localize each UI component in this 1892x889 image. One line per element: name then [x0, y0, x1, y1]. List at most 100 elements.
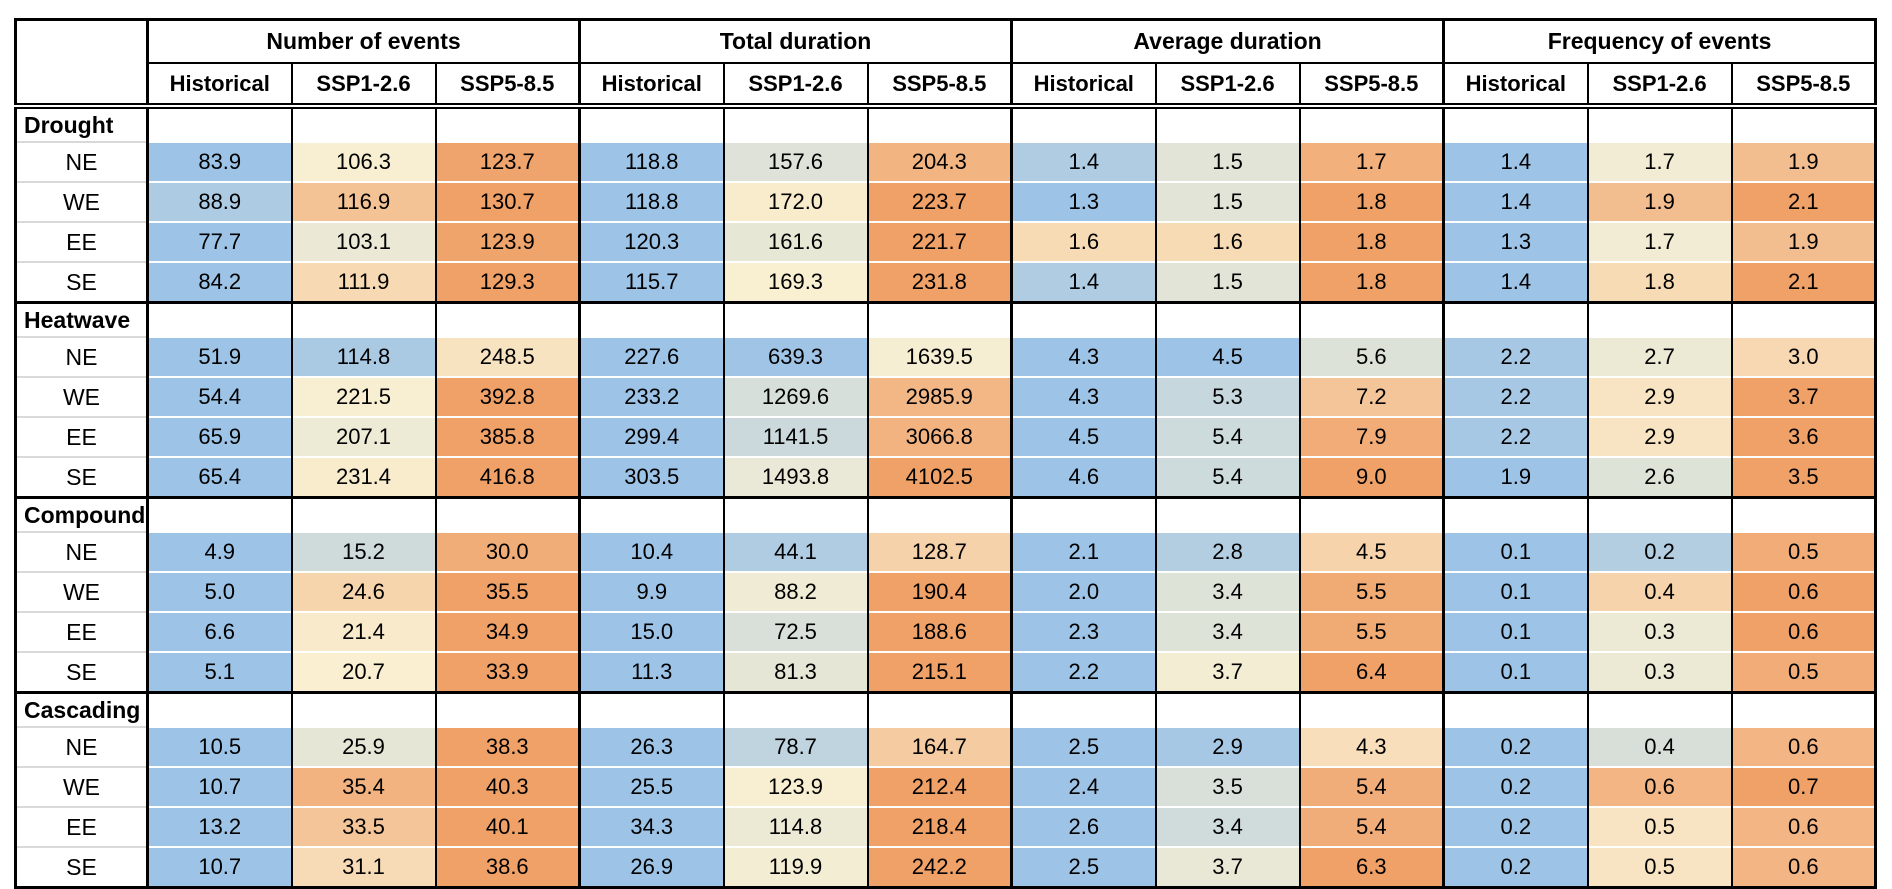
value-cell: 123.7 [434, 141, 580, 182]
value-cell: 6.3 [1298, 846, 1444, 888]
value-cell: 2.6 [1010, 806, 1156, 847]
data-row: NE 4.9 15.2 30.0 10.4 44.1 128.7 2.1 2.8 4.5 0.1 0.… [15, 531, 1876, 572]
section-empty-cell [578, 104, 724, 142]
value-cell: 0.6 [1586, 766, 1732, 807]
section-empty-cell [290, 104, 436, 142]
section-empty-cell [146, 691, 292, 727]
value-cell: 299.4 [578, 416, 724, 457]
value-cell: 3.4 [1154, 571, 1300, 612]
value-cell: 3.5 [1154, 766, 1300, 807]
value-cell: 1.3 [1442, 221, 1588, 262]
section-empty-cell [1586, 104, 1732, 142]
value-cell: 65.4 [146, 456, 292, 498]
section-empty-cell [290, 301, 436, 337]
region-label: SE [15, 456, 149, 498]
value-cell: 13.2 [146, 806, 292, 847]
section-empty-cell [722, 104, 868, 142]
section-empty-cell [1442, 496, 1588, 532]
value-cell: 6.6 [146, 611, 292, 652]
value-cell: 207.1 [290, 416, 436, 457]
region-label: EE [15, 221, 149, 262]
value-cell: 54.4 [146, 376, 292, 417]
region-label: NE [15, 141, 149, 182]
value-cell: 242.2 [866, 846, 1012, 888]
header-row-scenarios: Historical SSP1-2.6 SSP5-8.5 Historical SSP1… [16, 63, 1876, 109]
value-cell: 169.3 [722, 261, 868, 303]
value-cell: 2.9 [1586, 416, 1732, 457]
section-empty-cell [1154, 104, 1300, 142]
section-empty-cell [1298, 691, 1444, 727]
value-cell: 116.9 [290, 181, 436, 222]
scenario-header: SSP5-8.5 [866, 63, 1012, 109]
value-cell: 4102.5 [866, 456, 1012, 498]
value-cell: 3.7 [1730, 376, 1876, 417]
value-cell: 303.5 [578, 456, 724, 498]
value-cell: 5.4 [1154, 456, 1300, 498]
value-cell: 24.6 [290, 571, 436, 612]
region-label: NE [15, 531, 149, 572]
value-cell: 115.7 [578, 261, 724, 303]
value-cell: 2.5 [1010, 846, 1156, 888]
section-empty-cell [578, 496, 724, 532]
section-empty-cell [1586, 301, 1732, 337]
value-cell: 3.4 [1154, 611, 1300, 652]
table-header: Number of events Total duration Average du… [15, 19, 1876, 109]
section-empty-cell [434, 691, 580, 727]
value-cell: 0.6 [1730, 726, 1876, 767]
section-label: Drought [15, 104, 148, 142]
value-cell: 4.9 [146, 531, 292, 572]
value-cell: 0.6 [1730, 846, 1876, 888]
section-empty-cell [722, 301, 868, 337]
value-cell: 72.5 [722, 611, 868, 652]
value-cell: 0.3 [1586, 651, 1732, 693]
section-empty-cell [1298, 496, 1444, 532]
value-cell: 1.9 [1442, 456, 1588, 498]
value-cell: 223.7 [866, 181, 1012, 222]
value-cell: 2.9 [1154, 726, 1300, 767]
section-row: Drought [15, 104, 1876, 142]
value-cell: 114.8 [722, 806, 868, 847]
data-row: WE 54.4 221.5 392.8 233.2 1269.6 2985.9 4.3 5.3 7… [15, 376, 1876, 417]
value-cell: 129.3 [434, 261, 580, 303]
value-cell: 2.3 [1010, 611, 1156, 652]
value-cell: 81.3 [722, 651, 868, 693]
value-cell: 4.3 [1010, 336, 1156, 377]
value-cell: 1.6 [1154, 221, 1300, 262]
value-cell: 9.9 [578, 571, 724, 612]
region-label: NE [15, 336, 149, 377]
value-cell: 44.1 [722, 531, 868, 572]
section-empty-cell [434, 496, 580, 532]
value-cell: 188.6 [866, 611, 1012, 652]
section-empty-cell [1730, 301, 1876, 337]
value-cell: 1141.5 [722, 416, 868, 457]
value-cell: 172.0 [722, 181, 868, 222]
value-cell: 77.7 [146, 221, 292, 262]
region-label: SE [15, 651, 149, 693]
value-cell: 0.1 [1442, 571, 1588, 612]
value-cell: 215.1 [866, 651, 1012, 693]
value-cell: 1.5 [1154, 181, 1300, 222]
value-cell: 5.4 [1154, 416, 1300, 457]
value-cell: 1.7 [1298, 141, 1444, 182]
corner-cell [15, 19, 149, 109]
value-cell: 1269.6 [722, 376, 868, 417]
value-cell: 114.8 [290, 336, 436, 377]
value-cell: 1.5 [1154, 141, 1300, 182]
value-cell: 25.5 [578, 766, 724, 807]
value-cell: 416.8 [434, 456, 580, 498]
region-label: NE [15, 726, 149, 767]
value-cell: 0.1 [1442, 531, 1588, 572]
value-cell: 0.2 [1442, 726, 1588, 767]
header-row-groups: Number of events Total duration Average du… [15, 19, 1876, 109]
value-cell: 119.9 [722, 846, 868, 888]
value-cell: 2.2 [1442, 416, 1588, 457]
section-empty-cell [1730, 496, 1876, 532]
section-empty-cell [1586, 691, 1732, 727]
section-empty-cell [434, 104, 580, 142]
value-cell: 0.1 [1442, 611, 1588, 652]
data-row: WE 10.7 35.4 40.3 25.5 123.9 212.4 2.4 3.5 5.4 0.2… [15, 766, 1876, 807]
section-empty-cell [146, 301, 292, 337]
value-cell: 88.2 [722, 571, 868, 612]
value-cell: 1493.8 [722, 456, 868, 498]
section-empty-cell [434, 301, 580, 337]
